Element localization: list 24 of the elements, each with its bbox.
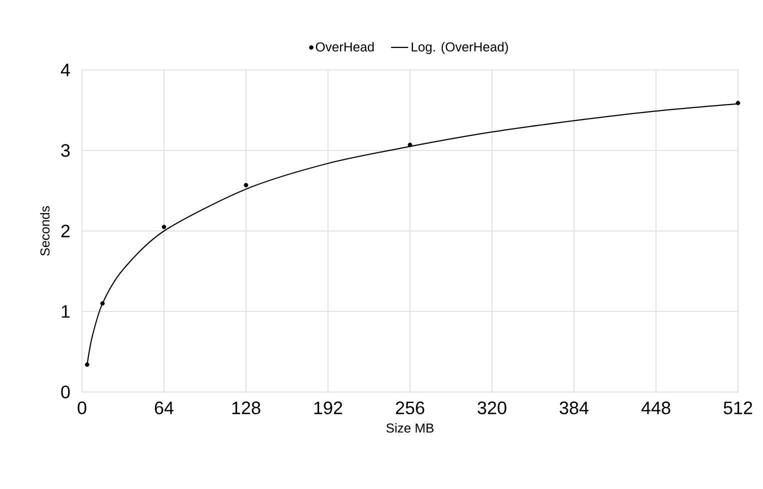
legend-label: OverHead bbox=[316, 42, 374, 52]
point bbox=[244, 182, 248, 188]
y-tick-label: 1 bbox=[62, 305, 70, 318]
x-tick-label: 0 bbox=[78, 402, 86, 414]
x-tick-label: 192 bbox=[314, 402, 342, 414]
x-tick-label: 384 bbox=[560, 402, 588, 414]
x-tick-label: 448 bbox=[641, 402, 670, 414]
point bbox=[100, 301, 105, 306]
y-tick-label: 3 bbox=[61, 144, 70, 157]
y-tick-label: 0 bbox=[61, 386, 70, 398]
point bbox=[162, 224, 166, 230]
point bbox=[84, 362, 90, 367]
y-tick-label: 2 bbox=[61, 224, 70, 238]
x-tick-label: 256 bbox=[396, 402, 424, 414]
point bbox=[736, 100, 740, 106]
legend-label: Log. (OverHead) bbox=[412, 42, 508, 54]
x-axis-title: Size MB bbox=[386, 423, 434, 433]
x-tick-label: 320 bbox=[478, 402, 506, 414]
x-tick-label: 64 bbox=[154, 402, 174, 414]
y-axis-title: Seconds bbox=[40, 206, 50, 256]
y-tick-label: 4 bbox=[60, 64, 70, 76]
x-tick-label: 512 bbox=[724, 402, 752, 414]
x-tick-label: 128 bbox=[232, 402, 260, 414]
point bbox=[408, 142, 412, 148]
